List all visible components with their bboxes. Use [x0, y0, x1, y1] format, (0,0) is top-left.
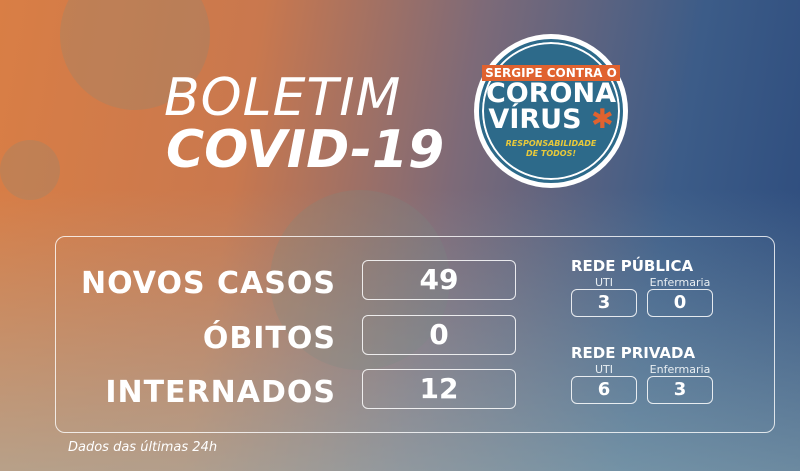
ward-value: 0: [647, 289, 713, 317]
network-title: REDE PRIVADA: [571, 344, 696, 362]
stat-label: NOVOS CASOS: [81, 266, 336, 301]
stat-label: ÓBITOS: [202, 321, 336, 356]
private-network: REDE PRIVADA UTI 6 Enfermaria 3: [571, 344, 721, 404]
stat-row-deaths: ÓBITOS 0: [56, 315, 516, 357]
logo-line1: SERGIPE CONTRA O: [482, 65, 620, 81]
stat-row-new-cases: NOVOS CASOS 49: [56, 260, 516, 302]
stat-value: 49: [362, 260, 516, 300]
stat-value: 12: [362, 369, 516, 409]
stat-value: 0: [362, 315, 516, 355]
logo-tagline: RESPONSABILIDADE DE TODOS!: [505, 139, 597, 158]
logo-line2: CORONA: [485, 78, 616, 109]
title-line1: BOLETIM: [164, 68, 402, 128]
ward-label: Enfermaria: [649, 363, 711, 376]
virus-icon: ✱: [590, 104, 614, 135]
virus-decoration: [0, 140, 60, 200]
public-network: REDE PÚBLICA UTI 3 Enfermaria 0: [571, 257, 721, 317]
stat-label: INTERNADOS: [105, 375, 336, 410]
campaign-logo: SERGIPE CONTRA O CORONA VÍRUS ✱ RESPONSA…: [474, 34, 628, 188]
ward-value: 3: [647, 376, 713, 404]
uti-label: UTI: [594, 363, 613, 376]
ward-label: Enfermaria: [649, 276, 711, 289]
uti-label: UTI: [594, 276, 613, 289]
stats-panel: NOVOS CASOS 49 ÓBITOS 0 INTERNADOS 12 RE…: [55, 236, 775, 433]
title-line2: COVID-19: [166, 120, 445, 180]
network-title: REDE PÚBLICA: [571, 257, 694, 275]
page-title: BOLETIM COVID-19: [160, 72, 444, 176]
logo-line3: VÍRUS ✱: [488, 104, 614, 135]
stat-row-hospitalized: INTERNADOS 12: [56, 369, 516, 411]
uti-value: 6: [571, 376, 637, 404]
virus-decoration: [270, 190, 450, 370]
footer-note: Dados das últimas 24h: [68, 440, 218, 455]
uti-value: 3: [571, 289, 637, 317]
